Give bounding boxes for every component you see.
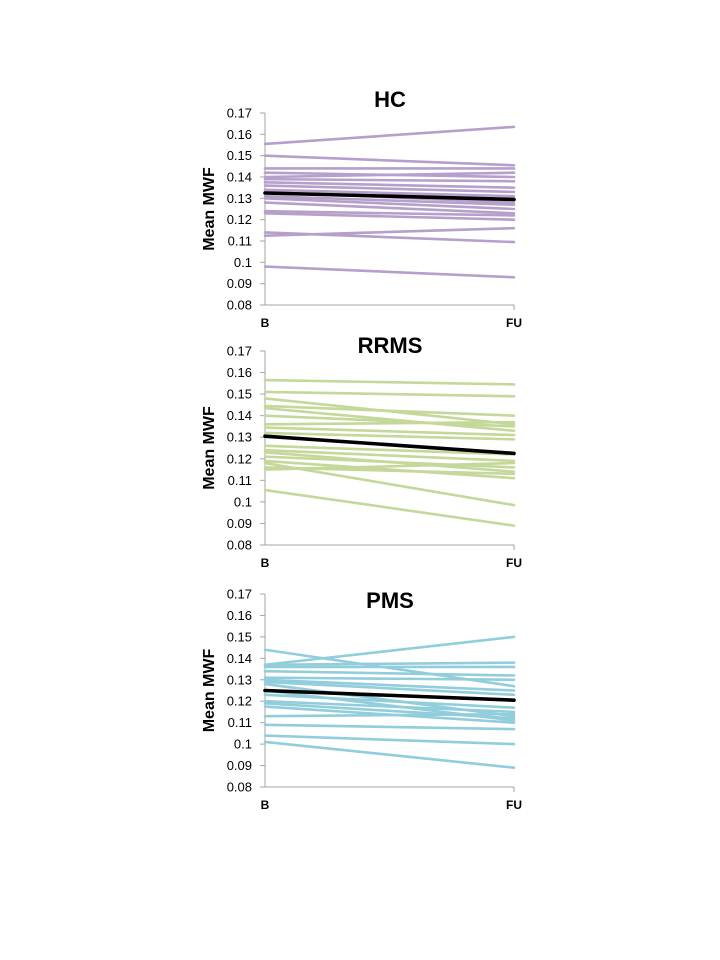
y-tick-label: 0.16 xyxy=(227,365,252,380)
x-tick-label-b: B xyxy=(261,556,270,570)
y-tick-label: 0.13 xyxy=(227,191,252,206)
series-line-s8 xyxy=(263,680,516,697)
series-line-s2 xyxy=(263,635,516,667)
series-line-mean xyxy=(263,434,516,456)
x-tick-label-b: B xyxy=(261,316,270,330)
y-tick-label: 0.11 xyxy=(228,715,252,730)
series-line-s6 xyxy=(263,414,516,428)
y-tick-label: 0.17 xyxy=(227,587,252,602)
series-line-s17 xyxy=(263,461,516,471)
chart-panel-hc: 0.17 0.16 0.15 0.14 0.13 0.12 0.11 0.1 0.09 0.08 B… xyxy=(201,87,522,330)
series-line-s17 xyxy=(263,226,516,237)
series-line-s15 xyxy=(263,712,516,718)
series-line-s5 xyxy=(263,171,516,179)
x-tick-label-fu: FU xyxy=(506,316,522,330)
series-line-s3 xyxy=(263,661,516,667)
y-axis-label: Mean MWF xyxy=(201,406,218,490)
y-tick-label: 0.12 xyxy=(227,694,252,709)
y-tick-label: 0.08 xyxy=(227,538,252,553)
series-line-s8 xyxy=(263,184,516,194)
y-tick-label: 0.11 xyxy=(228,473,252,488)
x-tick-label-b: B xyxy=(261,798,270,812)
series-line-s7 xyxy=(263,181,516,189)
y-axis-label: Mean MWF xyxy=(201,649,218,733)
series-line-s9 xyxy=(263,188,516,198)
chart-panel-pms: 0.17 0.16 0.15 0.14 0.13 0.12 0.11 0.1 0.09 0.08 B… xyxy=(201,587,522,813)
series-line-s2 xyxy=(263,390,516,398)
series-line-s18 xyxy=(263,740,516,770)
y-tick-label: 0.08 xyxy=(227,780,252,795)
series-line-s18 xyxy=(263,265,516,279)
y-tick-label: 0.17 xyxy=(227,344,252,359)
chart-title: RRMS xyxy=(358,333,423,358)
y-tick-label: 0.12 xyxy=(227,212,252,227)
series-line-s1 xyxy=(263,378,516,386)
series-line-s5 xyxy=(263,669,516,677)
series-line-s13 xyxy=(263,702,516,720)
series-line-s11 xyxy=(263,448,516,463)
series-line-s18 xyxy=(263,488,516,527)
series-line-s11 xyxy=(263,194,516,207)
chart-title: PMS xyxy=(366,588,414,613)
series-line-s15 xyxy=(263,461,516,507)
series-line-mean xyxy=(263,191,516,202)
chart-panel-rrms: 0.17 0.16 0.15 0.14 0.13 0.12 0.11 0.1 0.09 0.08 B… xyxy=(201,333,522,570)
y-tick-label: 0.1 xyxy=(234,737,252,752)
y-tick-label: 0.13 xyxy=(227,430,252,445)
y-tick-label: 0.09 xyxy=(227,276,252,291)
y-tick-label: 0.09 xyxy=(227,758,252,773)
series-line-s15 xyxy=(263,211,516,221)
series-line-s6 xyxy=(263,177,516,183)
series-line-s6 xyxy=(263,676,516,682)
series-line-s12 xyxy=(263,197,516,211)
series-line-s7 xyxy=(263,678,516,692)
chart-title: HC xyxy=(374,87,406,112)
y-tick-label: 0.11 xyxy=(228,234,252,249)
y-tick-label: 0.14 xyxy=(227,170,252,185)
y-tick-label: 0.15 xyxy=(227,387,252,402)
x-tick-label-fu: FU xyxy=(506,556,522,570)
y-tick-label: 0.13 xyxy=(227,672,252,687)
series-line-mean xyxy=(263,688,516,702)
y-tick-label: 0.14 xyxy=(227,408,252,423)
y-tick-label: 0.08 xyxy=(227,298,252,313)
series-line-s11 xyxy=(263,693,516,709)
series-line-s14 xyxy=(263,209,516,217)
y-tick-label: 0.17 xyxy=(227,106,252,121)
y-tick-label: 0.09 xyxy=(227,516,252,531)
series-line-s8 xyxy=(263,426,516,437)
y-tick-label: 0.15 xyxy=(227,148,252,163)
series-line-s7 xyxy=(263,420,516,426)
y-tick-label: 0.1 xyxy=(234,494,252,509)
series-line-s2 xyxy=(263,154,516,167)
series-line-s5 xyxy=(263,406,516,433)
y-tick-label: 0.12 xyxy=(227,451,252,466)
series-line-s13 xyxy=(263,455,516,469)
series-line-s17 xyxy=(263,734,516,746)
series-line-s12 xyxy=(263,699,516,714)
series-line-s9 xyxy=(263,431,516,441)
series-line-s13 xyxy=(263,201,516,215)
series-line-s10 xyxy=(263,444,516,456)
y-tick-label: 0.1 xyxy=(234,255,252,270)
series-line-s4 xyxy=(263,404,516,417)
y-tick-label: 0.15 xyxy=(227,629,252,644)
y-tick-label: 0.16 xyxy=(227,608,252,623)
series-line-s16 xyxy=(263,723,516,731)
y-tick-label: 0.14 xyxy=(227,651,252,666)
y-tick-label: 0.16 xyxy=(227,127,252,142)
x-tick-label-fu: FU xyxy=(506,798,522,812)
y-axis-label: Mean MWF xyxy=(201,167,218,251)
series-line-s1 xyxy=(263,125,516,146)
